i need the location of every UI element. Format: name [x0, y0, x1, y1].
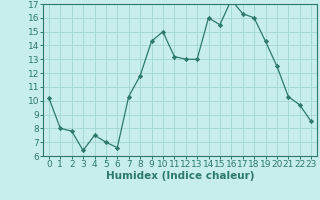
X-axis label: Humidex (Indice chaleur): Humidex (Indice chaleur) — [106, 171, 254, 181]
